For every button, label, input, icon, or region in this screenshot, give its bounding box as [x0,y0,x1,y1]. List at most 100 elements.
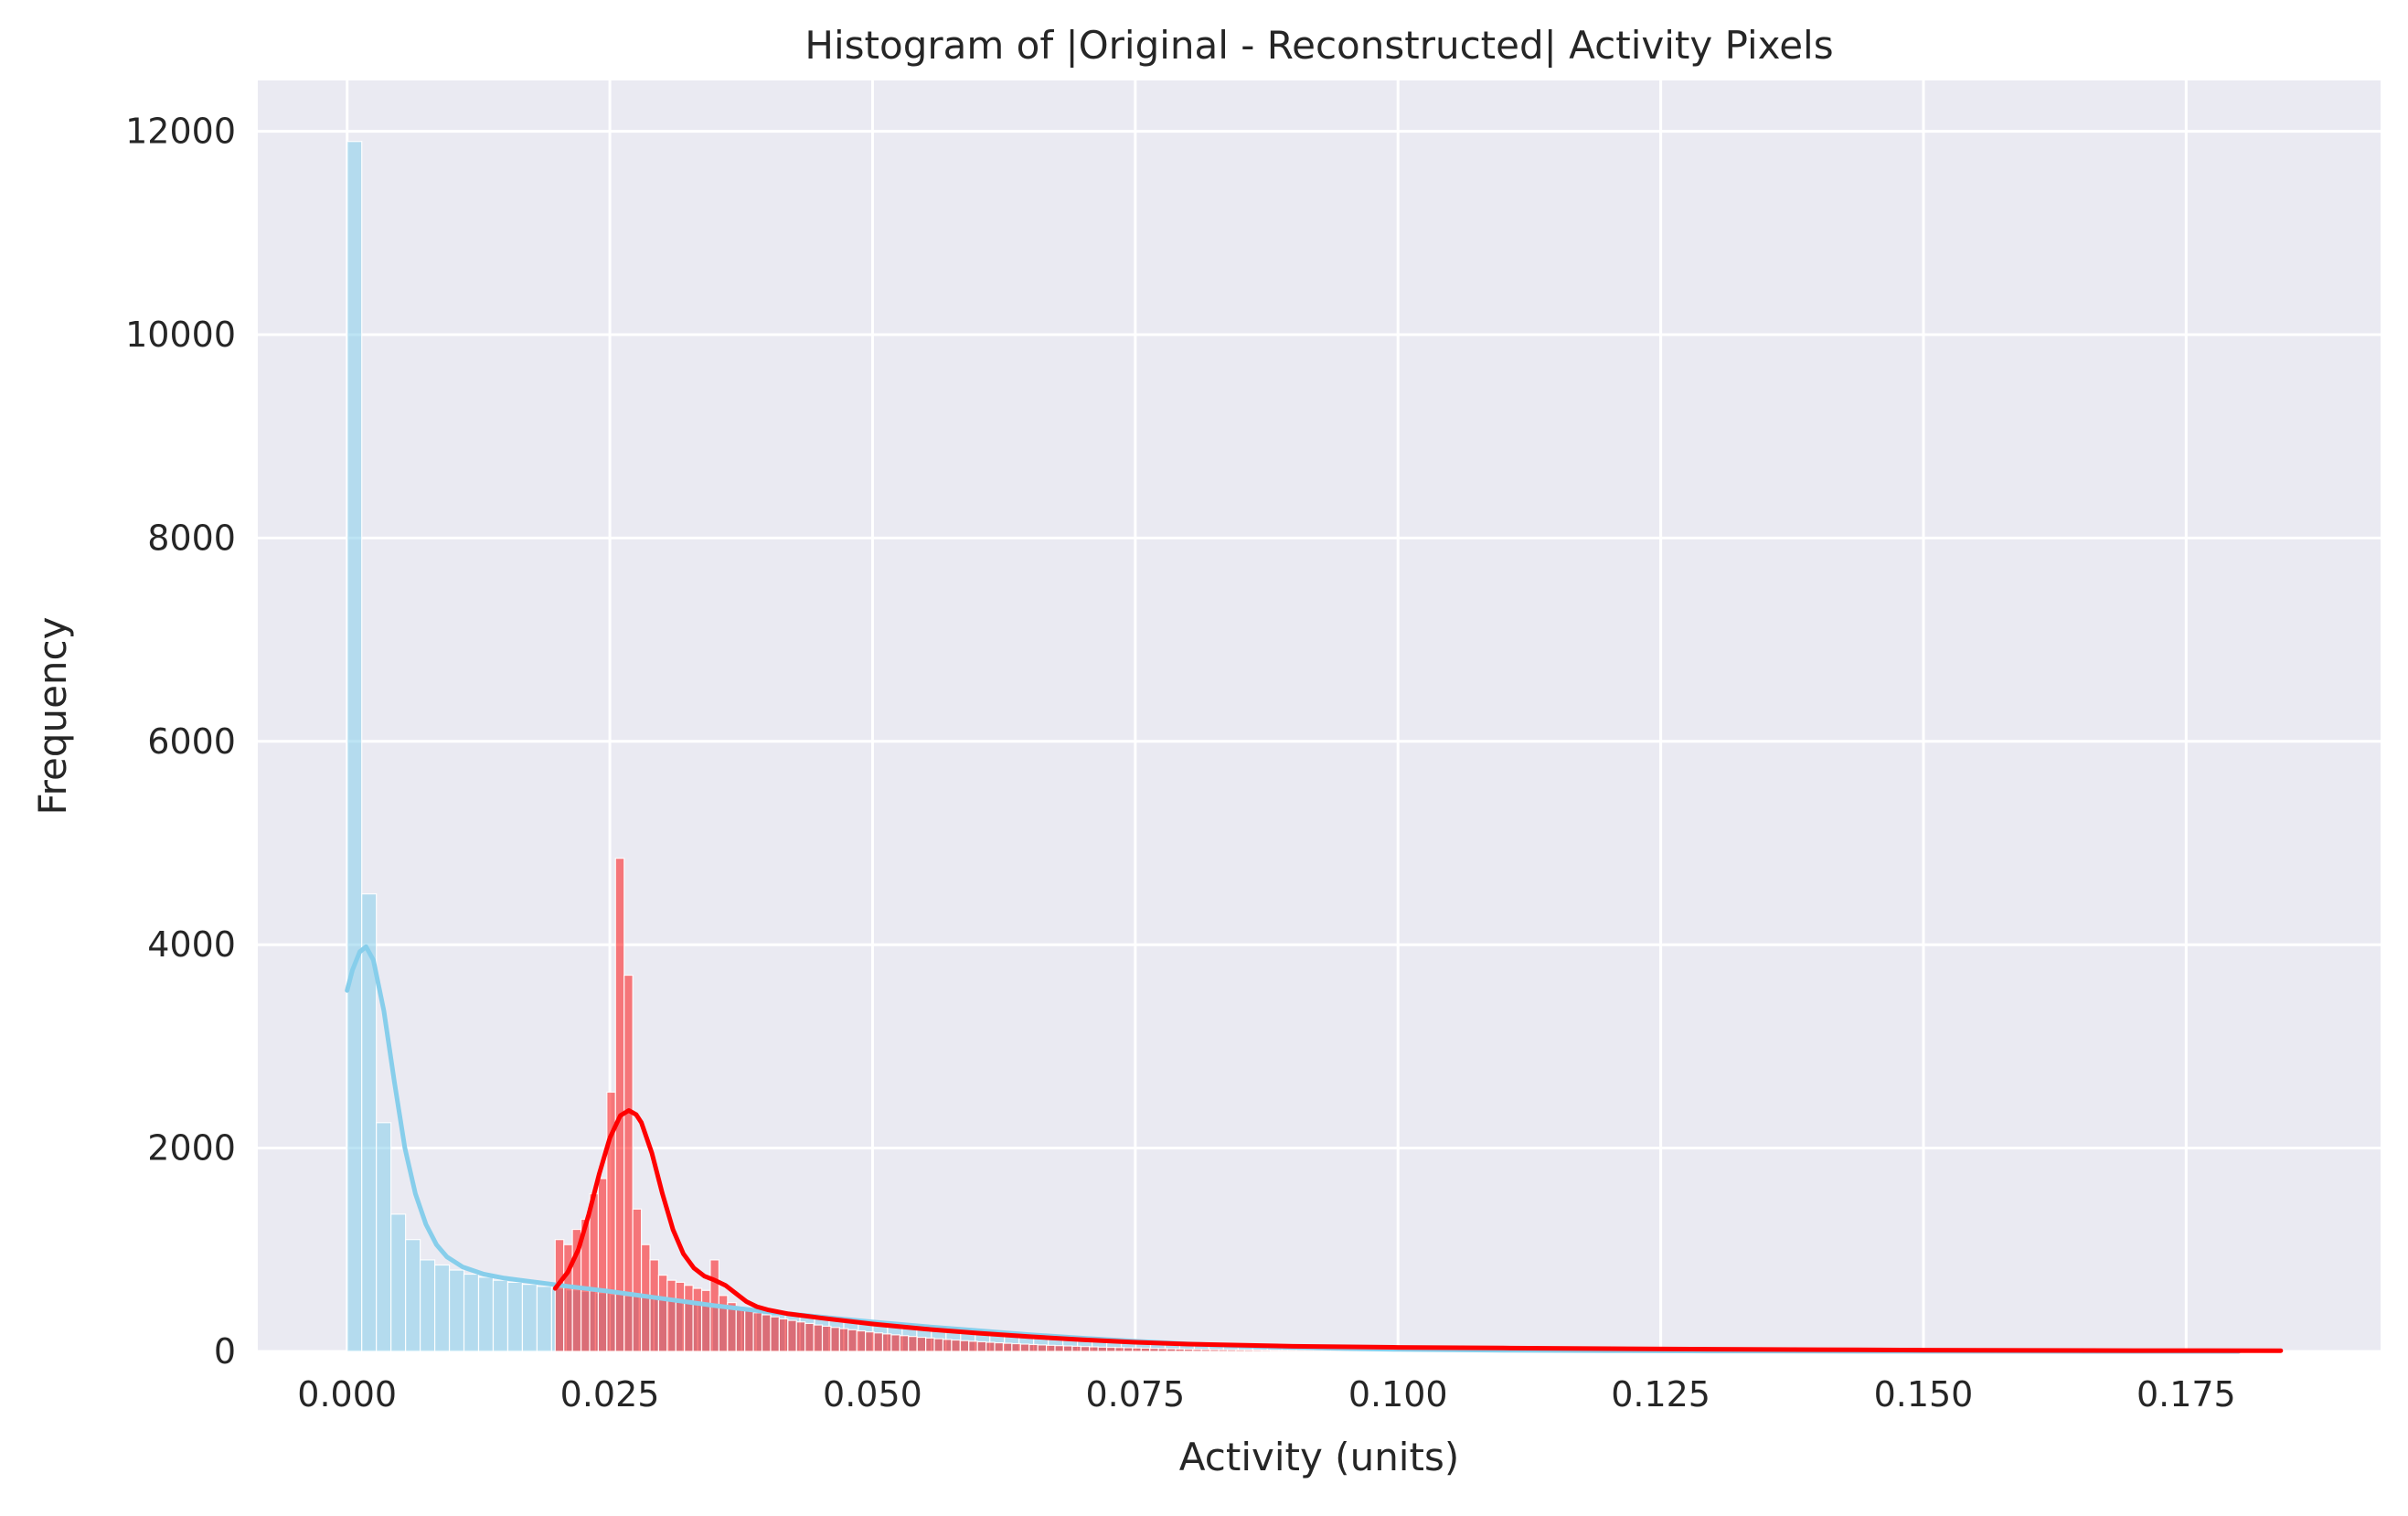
histogram-bar [614,858,625,1352]
histogram-bar [933,1338,944,1352]
histogram-bar [433,1264,451,1352]
x-tick-label: 0.150 [1874,1374,1974,1415]
histogram-bar [968,1340,978,1352]
histogram-bar [346,141,363,1352]
y-axis-ticks: 0 2000 4000 6000 8000 10000 12000 [125,112,236,1372]
histogram-bar [1175,1348,1186,1352]
plot-area [258,80,2381,1351]
histogram-bar [376,1122,392,1352]
histogram-bar [1140,1347,1151,1352]
histogram-bar [1019,1343,1030,1352]
histogram-bar [390,1213,407,1352]
histogram-bar [1054,1345,1065,1352]
histogram-bar [692,1287,703,1352]
histogram-bar [536,1286,553,1352]
histogram-bar [744,1309,754,1352]
histogram-bar [873,1332,884,1352]
histogram-bar [448,1269,465,1352]
x-tick-label: 0.100 [1348,1374,1448,1415]
histogram-bar [666,1279,677,1352]
y-axis-title: Frequency [30,617,75,816]
y-tick-label: 2000 [147,1128,236,1169]
kde-curve [552,1108,2284,1353]
x-tick-label: 0.050 [823,1374,922,1415]
y-tick-label: 8000 [147,518,236,558]
histogram-bar [1243,1349,1254,1352]
histogram-bars [346,141,2176,1352]
histogram-bar [1080,1346,1091,1352]
kde-curves [345,944,2284,1354]
histogram-bar [986,1341,996,1352]
histogram-bar [684,1285,694,1352]
histogram-bar [1209,1349,1220,1352]
histogram-bar [787,1319,797,1352]
histogram-bar [492,1279,509,1352]
histogram-bar [899,1335,910,1352]
histogram-bar [597,1178,608,1352]
histogram-bar [1123,1347,1134,1352]
histogram-bar [959,1340,970,1352]
histogram-bar [623,974,634,1352]
histogram-bar [847,1329,858,1352]
histogram-bar [795,1321,806,1352]
histogram-bar [1089,1346,1099,1352]
histogram-bar [1062,1345,1073,1352]
histogram-bar [770,1316,780,1352]
x-axis-title: Activity (units) [1179,1435,1459,1479]
x-tick-label: 0.000 [297,1374,397,1415]
histogram-bar [1011,1342,1021,1352]
histogram-bar [821,1325,832,1352]
histogram-bar [521,1284,538,1352]
histogram-bar [1166,1348,1177,1352]
histogram-bar [942,1339,953,1352]
histogram-bar [675,1281,686,1352]
histogram-bar [838,1328,849,1352]
histogram-bar [830,1327,840,1352]
histogram-bar [890,1334,900,1352]
histogram-bar [735,1307,746,1352]
histogram-bar [908,1336,918,1352]
histogram-bar [1235,1349,1245,1352]
histogram-bar [1183,1348,1194,1352]
y-tick-label: 6000 [147,721,236,762]
histogram-bar [1200,1349,1211,1352]
histogram-bar [951,1339,961,1352]
y-tick-label: 4000 [147,924,236,965]
y-tick-label: 12000 [125,112,236,152]
histogram-bar [1002,1342,1013,1352]
x-tick-label: 0.175 [2136,1374,2236,1415]
histogram-bar [976,1340,987,1352]
x-tick-label: 0.125 [1611,1374,1710,1415]
histogram-bar [752,1312,763,1352]
histogram-bar [477,1276,495,1352]
x-tick-label: 0.025 [560,1374,660,1415]
histogram-bar [881,1333,892,1352]
histogram-bar [1114,1347,1125,1352]
histogram-bar [761,1314,772,1352]
y-tick-label: 10000 [125,315,236,355]
histogram-bar [1105,1346,1116,1352]
histogram-bar [1045,1344,1056,1352]
histogram-bar [463,1273,480,1352]
y-tick-label: 0 [214,1331,236,1372]
x-tick-label: 0.075 [1085,1374,1185,1415]
histogram-bar [994,1341,1005,1352]
histogram-bar [632,1208,643,1352]
histogram-bar [1037,1344,1048,1352]
histogram-bar [1192,1349,1202,1352]
histogram-bar [813,1324,824,1352]
histogram-bar [1226,1349,1237,1352]
histogram-bar [1132,1347,1142,1352]
histogram-bar [405,1239,421,1352]
histogram-bar [804,1322,815,1352]
histogram-bar [856,1329,867,1352]
histogram-bar [1218,1349,1229,1352]
histogram-bar [916,1336,927,1352]
histogram-bar [554,1239,565,1352]
histogram-bar [925,1337,935,1352]
histogram-bar [1028,1343,1039,1352]
histogram-bar [778,1318,789,1352]
histogram-bar [1071,1345,1081,1352]
histogram-bar [506,1281,524,1352]
